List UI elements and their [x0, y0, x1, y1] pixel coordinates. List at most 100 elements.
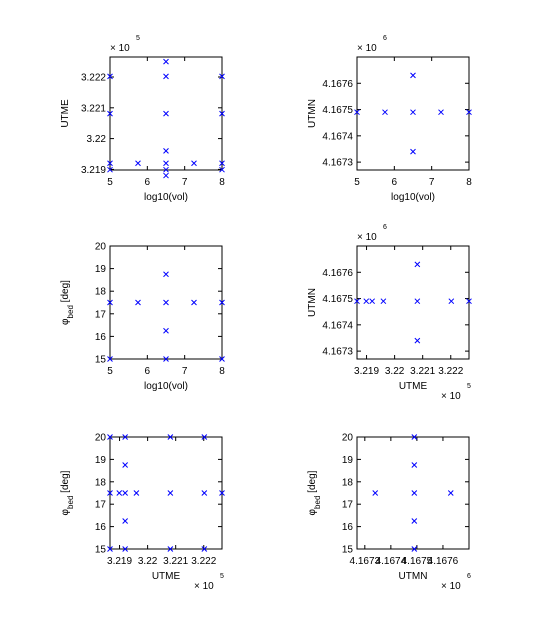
data-point — [382, 109, 388, 116]
y-tick-label: 4.1675 — [322, 294, 353, 305]
x-tick-label: 4.1676 — [428, 556, 459, 567]
data-point — [116, 490, 123, 496]
y-tick-label: 15 — [95, 545, 107, 556]
data-point — [163, 172, 169, 179]
data-point — [107, 356, 113, 362]
data-point — [201, 434, 208, 440]
y-tick-label: 17 — [95, 500, 107, 511]
data-point — [107, 546, 113, 552]
y-exponent-label: × 10 — [357, 232, 377, 243]
x-tick-label: 8 — [466, 177, 472, 188]
y-tick-label: 20 — [342, 433, 354, 444]
data-point — [414, 261, 421, 268]
x-exponent-power: 6 — [467, 573, 471, 580]
x-tick-label: 3.221 — [163, 556, 188, 567]
data-point — [380, 298, 387, 305]
y-exponent-label: × 10 — [110, 43, 130, 54]
data-point — [411, 434, 418, 440]
y-tick-label: 3.221 — [81, 103, 106, 114]
data-point — [107, 110, 113, 117]
data-point — [122, 518, 129, 524]
x-tick-label: 3.22 — [385, 366, 405, 377]
y-tick-label: 18 — [95, 477, 107, 488]
data-point — [191, 299, 197, 306]
y-exponent-power: 5 — [136, 35, 140, 42]
data-point — [354, 109, 360, 116]
data-point — [414, 298, 421, 305]
y-exponent-power: 6 — [383, 35, 387, 42]
x-axis-label: log10(vol) — [391, 192, 435, 203]
y-tick-label: 20 — [95, 242, 107, 253]
x-exponent-label: × 10 — [441, 581, 461, 592]
data-point — [363, 298, 370, 305]
data-point — [163, 271, 169, 278]
x-tick-label: 7 — [429, 177, 435, 188]
data-point — [163, 110, 169, 117]
x-tick-label: 3.219 — [354, 366, 379, 377]
x-tick-label: 3.221 — [410, 366, 435, 377]
data-point — [369, 298, 376, 305]
x-tick-label: 8 — [219, 366, 225, 377]
data-point — [163, 58, 169, 65]
x-tick-label: 5 — [107, 177, 113, 188]
x-tick-label: 4.1675 — [402, 556, 433, 567]
data-point — [163, 73, 169, 80]
x-axis-label: log10(vol) — [144, 192, 188, 203]
x-axis-label: UTME — [152, 571, 181, 582]
y-axis-label: φbed [deg] — [307, 470, 322, 515]
data-point — [411, 518, 418, 524]
data-point — [107, 434, 113, 440]
axes-box — [109, 436, 223, 550]
data-point — [411, 462, 418, 468]
chart-panel-4: 3.219 3.22 3.221 3.222 4.1673 4.1674 4.1675 4.1… — [307, 224, 472, 402]
x-exponent-power: 5 — [467, 383, 471, 390]
y-exponent-label: × 10 — [357, 43, 377, 54]
chart-panel-1: 5 6 7 8 3.219 3.22 3.221 3.222 log10(vol) UTME × 1… — [60, 35, 225, 203]
x-tick-label: 3.22 — [138, 556, 158, 567]
x-tick-label: 6 — [145, 366, 151, 377]
y-tick-label: 4.1673 — [322, 347, 353, 358]
y-tick-label: 3.219 — [81, 165, 106, 176]
data-point — [411, 546, 418, 552]
data-point — [163, 160, 169, 167]
data-point — [411, 490, 418, 496]
y-tick-label: 4.1673 — [322, 158, 353, 169]
data-point — [107, 160, 113, 167]
y-axis-label: UTMN — [307, 288, 318, 317]
data-point — [466, 109, 472, 116]
data-point — [219, 299, 225, 306]
data-point — [135, 299, 141, 306]
data-point — [163, 148, 169, 154]
x-exponent-power: 5 — [220, 573, 224, 580]
data-point — [107, 299, 113, 306]
data-point — [219, 160, 225, 167]
y-tick-label: 4.1676 — [322, 268, 353, 279]
axes-box — [356, 245, 470, 360]
y-tick-label: 16 — [95, 522, 107, 533]
axes-box — [356, 56, 470, 171]
chart-panel-5: 3.219 3.22 3.221 3.222 15 16 17 18 19 20 UTME φbed … — [60, 433, 225, 592]
data-point — [354, 298, 360, 305]
y-exponent-power: 6 — [383, 224, 387, 231]
data-point — [414, 337, 421, 344]
data-point — [191, 160, 197, 167]
data-point — [410, 148, 416, 155]
axes-box — [356, 436, 470, 550]
x-tick-label: 7 — [182, 366, 188, 377]
y-tick-label: 3.22 — [87, 134, 107, 145]
y-axis-label: φbed [deg] — [60, 280, 75, 325]
x-axis-label: UTMN — [399, 571, 428, 582]
data-point — [372, 490, 379, 496]
data-point — [466, 298, 472, 305]
data-point — [438, 109, 444, 116]
y-tick-label: 18 — [95, 287, 107, 298]
y-tick-label: 20 — [95, 433, 107, 444]
data-point — [107, 73, 113, 80]
chart-panel-2: 5 6 7 8 4.1673 4.1674 4.1675 4.1676 log10(vol) UT… — [307, 35, 472, 203]
y-axis-label: UTMN — [307, 99, 318, 128]
x-tick-label: 3.222 — [191, 556, 216, 567]
y-tick-label: 19 — [95, 455, 107, 466]
y-tick-label: 15 — [95, 355, 107, 366]
y-tick-label: 15 — [342, 545, 354, 556]
data-point — [219, 490, 225, 496]
